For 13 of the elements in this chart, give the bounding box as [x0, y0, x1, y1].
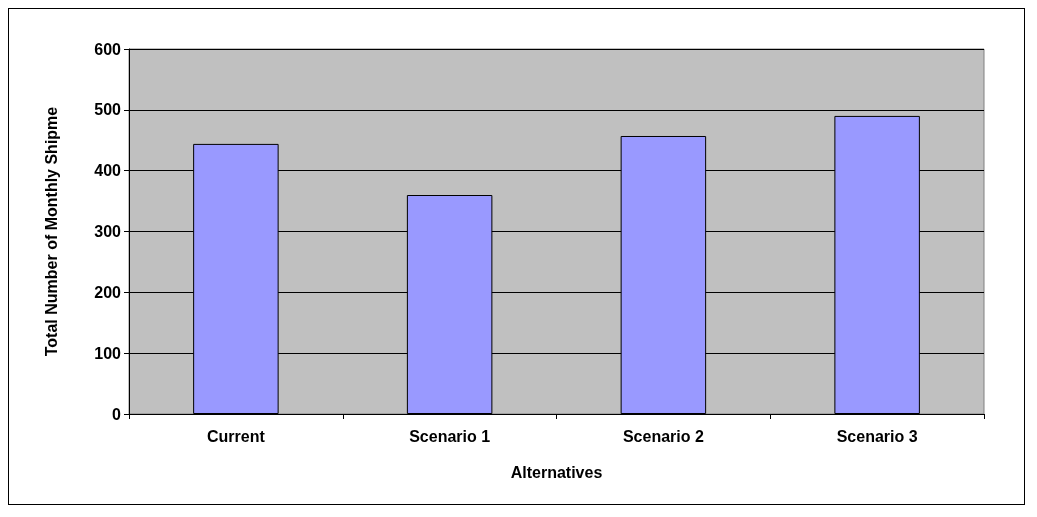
x-tick-label: Scenario 2 [622, 427, 704, 445]
y-tick-label: 600 [94, 40, 122, 58]
y-tick-label: 0 [112, 405, 122, 423]
x-tick-label: Scenario 1 [409, 427, 491, 445]
y-tick-label: 300 [94, 223, 122, 240]
y-tick-label: 200 [94, 283, 122, 301]
x-tick-label: Scenario 3 [836, 427, 918, 445]
x-axis-title: Alternatives [510, 463, 603, 481]
y-tick-label: 500 [94, 101, 122, 119]
y-tick-label: 100 [94, 344, 122, 362]
x-tick-label: Current [206, 427, 266, 445]
y-tick-label: 400 [94, 162, 122, 180]
y-axis-title: Total Number of Monthly Shipme [42, 106, 60, 357]
